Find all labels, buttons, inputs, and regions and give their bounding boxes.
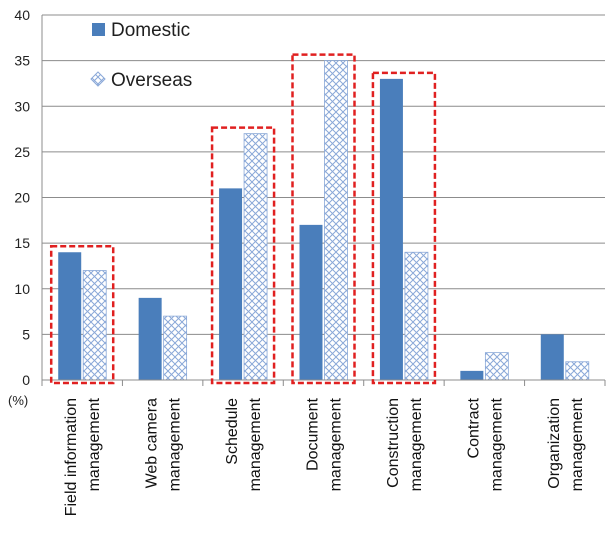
highlight-box	[371, 71, 437, 385]
bars	[58, 60, 590, 381]
bar-domestic	[58, 252, 82, 380]
category-label: Web camera management	[144, 397, 184, 491]
bar-overseas	[163, 315, 188, 381]
x-tick-label: management	[167, 397, 184, 491]
y-tick-label: 10	[14, 281, 30, 297]
x-tick-label: Document	[305, 397, 322, 470]
x-tick-label: Web camera	[144, 398, 161, 489]
y-tick-label: 40	[14, 7, 30, 23]
bar-domestic	[460, 370, 484, 380]
y-unit-label: (%)	[8, 393, 28, 408]
y-tick-label: 30	[14, 98, 30, 114]
y-tick-label: 15	[14, 235, 30, 251]
x-tick-label: Schedule	[224, 398, 241, 465]
legend: Domestic Overseas	[90, 20, 192, 91]
bar-overseas	[243, 133, 268, 381]
x-tick-label: Organization	[546, 398, 563, 489]
category-label: Document management	[305, 397, 345, 491]
x-tick-label: Contract	[465, 397, 482, 458]
highlight-box	[49, 245, 115, 385]
bar-domestic	[138, 297, 162, 380]
bar-domestic	[379, 78, 403, 380]
y-tick-label: 0	[22, 372, 30, 388]
y-tick-label: 35	[14, 53, 30, 69]
bar-domestic	[219, 188, 243, 380]
grid-lines	[42, 14, 605, 335]
x-tick-label: management	[247, 397, 264, 491]
x-tick-label: management	[86, 397, 103, 491]
x-tick-label: management	[569, 397, 586, 491]
x-tick-label: Field information	[63, 398, 80, 516]
bar-overseas	[82, 270, 107, 381]
bar-overseas	[324, 60, 348, 381]
bar-domestic	[299, 224, 323, 380]
x-tick-label: management	[328, 397, 345, 491]
y-tick-label: 25	[14, 144, 30, 160]
y-tick-label: 5	[22, 326, 30, 342]
category-label: Schedule management	[224, 397, 264, 491]
highlight-box	[210, 126, 276, 385]
highlight-box	[291, 53, 356, 385]
bar-overseas	[565, 361, 590, 381]
category-label: Construction management	[385, 397, 425, 491]
axes: 0 5 10 15 20 25 30 35 40 (%)	[8, 7, 606, 408]
legend-label-domestic: Domestic	[111, 20, 190, 41]
bar-overseas	[484, 352, 509, 381]
legend-swatch-domestic	[92, 23, 105, 36]
category-label: Organization management	[546, 397, 586, 491]
legend-label-overseas: Overseas	[111, 70, 192, 91]
category-labels: Field information management Web camera man…	[63, 397, 586, 516]
legend-swatch-overseas	[90, 71, 106, 87]
category-label: Contract management	[465, 397, 505, 491]
x-tick-label: Construction	[385, 398, 402, 488]
y-tick-label: 20	[14, 190, 30, 206]
highlight-boxes	[49, 53, 437, 385]
x-tick-label: management	[408, 397, 425, 491]
bar-overseas	[404, 251, 429, 381]
x-tick-label: management	[488, 397, 505, 491]
bar-domestic	[540, 334, 564, 380]
category-label: Field information management	[63, 397, 103, 516]
